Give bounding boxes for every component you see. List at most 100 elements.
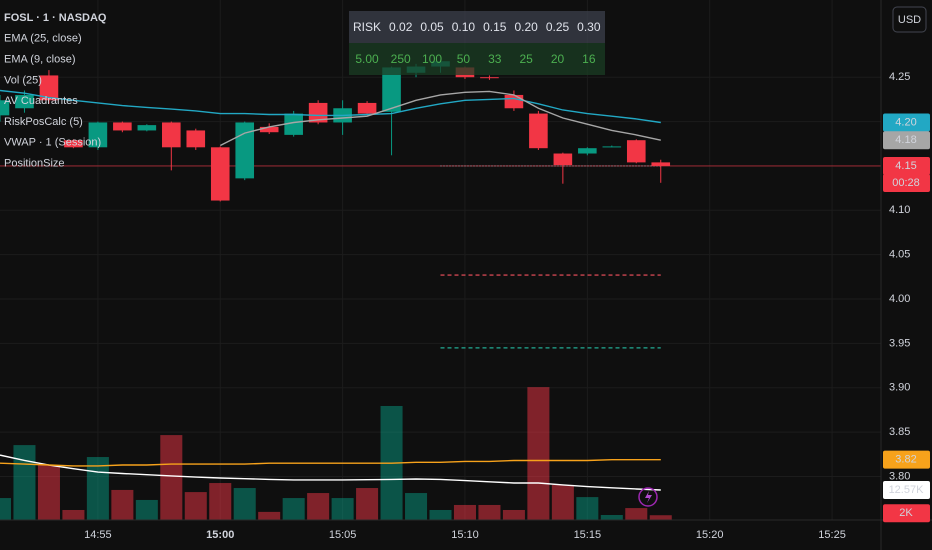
countdown: 00:28 — [892, 177, 920, 189]
risk-cell: 5.00 — [349, 43, 386, 75]
price-label: 4.15 — [895, 160, 916, 172]
risk-cell: 0.15 — [479, 11, 511, 43]
countdown-bg — [883, 173, 930, 192]
legend-item: RiskPosCalc (5) — [4, 116, 83, 128]
volume-bar — [184, 492, 207, 520]
series-line — [0, 454, 661, 491]
legend-item: FOSL · 1 · NASDAQ — [4, 12, 107, 24]
candle-body — [113, 122, 132, 131]
risk-cell: 0.10 — [447, 11, 480, 43]
risk-cell: 33 — [479, 43, 511, 75]
series-last-label-bg — [883, 113, 930, 132]
volume-bar — [135, 499, 158, 520]
volume-bar — [37, 465, 60, 520]
volume-bar — [282, 498, 305, 520]
candle-body — [88, 122, 108, 148]
volume-bar — [209, 483, 232, 520]
volume-label: 2K — [899, 507, 913, 519]
legend-item: EMA (9, close) — [4, 54, 76, 66]
risk-row: 5.00 250 100 50 33 25 20 16 — [349, 43, 605, 75]
y-tick-label: 3.95 — [889, 337, 910, 349]
candle-body — [578, 148, 597, 154]
legend-item: EMA (25, close) — [4, 33, 82, 45]
risk-cell: 100 — [416, 43, 448, 75]
risk-cell: RISK — [349, 11, 386, 43]
volume-bar — [111, 489, 134, 520]
volume-bar — [502, 509, 525, 520]
legend-item: Vol (25) — [4, 74, 42, 86]
risk-cell: 20 — [541, 43, 574, 75]
risk-row: RISK 0.02 0.05 0.10 0.15 0.20 0.25 0.30 — [349, 11, 605, 43]
candle-body — [162, 122, 181, 148]
volume-bar — [649, 515, 672, 520]
y-tick-label: 4.10 — [889, 204, 910, 216]
volume-bar — [258, 511, 281, 520]
legend-item: VWAP · 1 (Session) — [4, 137, 101, 149]
price-label-bg — [883, 156, 930, 175]
volume-bar — [600, 514, 623, 520]
candle-body — [64, 140, 83, 148]
risk-cell: 0.05 — [416, 11, 448, 43]
volume-bar — [478, 504, 501, 520]
alert-icon[interactable] — [638, 487, 658, 507]
risk-cell: 16 — [573, 43, 605, 75]
volume-bar — [0, 498, 12, 520]
volume-bar — [331, 498, 354, 520]
y-tick-label: 3.85 — [889, 426, 910, 438]
series-line — [219, 90, 661, 147]
candle-body — [504, 94, 524, 109]
y-tick-label: 4.05 — [889, 249, 910, 261]
volume-bar — [356, 488, 379, 520]
volume-bar — [429, 509, 452, 520]
volume-bar — [453, 504, 476, 520]
y-tick-label: 4.25 — [889, 71, 910, 83]
currency: USD — [898, 14, 921, 26]
candle-body — [553, 153, 573, 166]
volume-bar — [527, 387, 550, 520]
risk-cell: 250 — [385, 43, 417, 75]
risk-table: RISK 0.02 0.05 0.10 0.15 0.20 0.25 0.30 5.00 250 1… — [349, 11, 605, 75]
candle-body — [357, 102, 377, 114]
risk-cell: 0.20 — [510, 11, 542, 43]
series-line — [0, 89, 661, 124]
volume-bar — [307, 493, 330, 520]
volume-bar — [160, 435, 183, 520]
candle-body — [0, 100, 10, 116]
y-tick-label: 4.00 — [889, 293, 910, 305]
candle-body — [626, 140, 646, 163]
volume-label-bg — [883, 504, 930, 523]
x-tick-label: 14:55 — [84, 529, 112, 541]
candle-body — [186, 130, 206, 148]
x-tick-label: 15:05 — [329, 529, 357, 541]
candle-body — [480, 77, 499, 79]
candle-body — [137, 125, 157, 131]
candle-body — [382, 67, 401, 112]
candle-body — [529, 113, 548, 149]
series-last-label: 3.82 — [895, 454, 916, 466]
x-tick-label: 15:10 — [451, 529, 479, 541]
alert-bolt — [645, 491, 652, 503]
volume-bar — [625, 508, 648, 520]
volume-bar — [576, 497, 599, 520]
volume-bar — [233, 488, 256, 520]
series-line — [0, 459, 661, 467]
candle-body — [651, 162, 671, 166]
series-last-label: 4.20 — [895, 116, 916, 128]
volume-bar — [13, 445, 36, 520]
candle-body — [308, 102, 328, 123]
volume-bar — [551, 484, 574, 520]
x-tick-label: 15:00 — [206, 529, 234, 541]
candle-body — [210, 147, 230, 201]
currency-box[interactable] — [892, 6, 927, 33]
series-last-label: 4.18 — [895, 134, 916, 146]
risk-cell: 50 — [447, 43, 480, 75]
legend-item: AV Cuadrantes — [4, 95, 78, 107]
series-last-label-bg — [883, 450, 930, 469]
risk-cell: 0.30 — [573, 11, 605, 43]
candle-body — [259, 126, 279, 133]
risk-cell: 0.02 — [385, 11, 417, 43]
x-tick-label: 15:25 — [818, 529, 846, 541]
candle-body — [235, 122, 255, 179]
